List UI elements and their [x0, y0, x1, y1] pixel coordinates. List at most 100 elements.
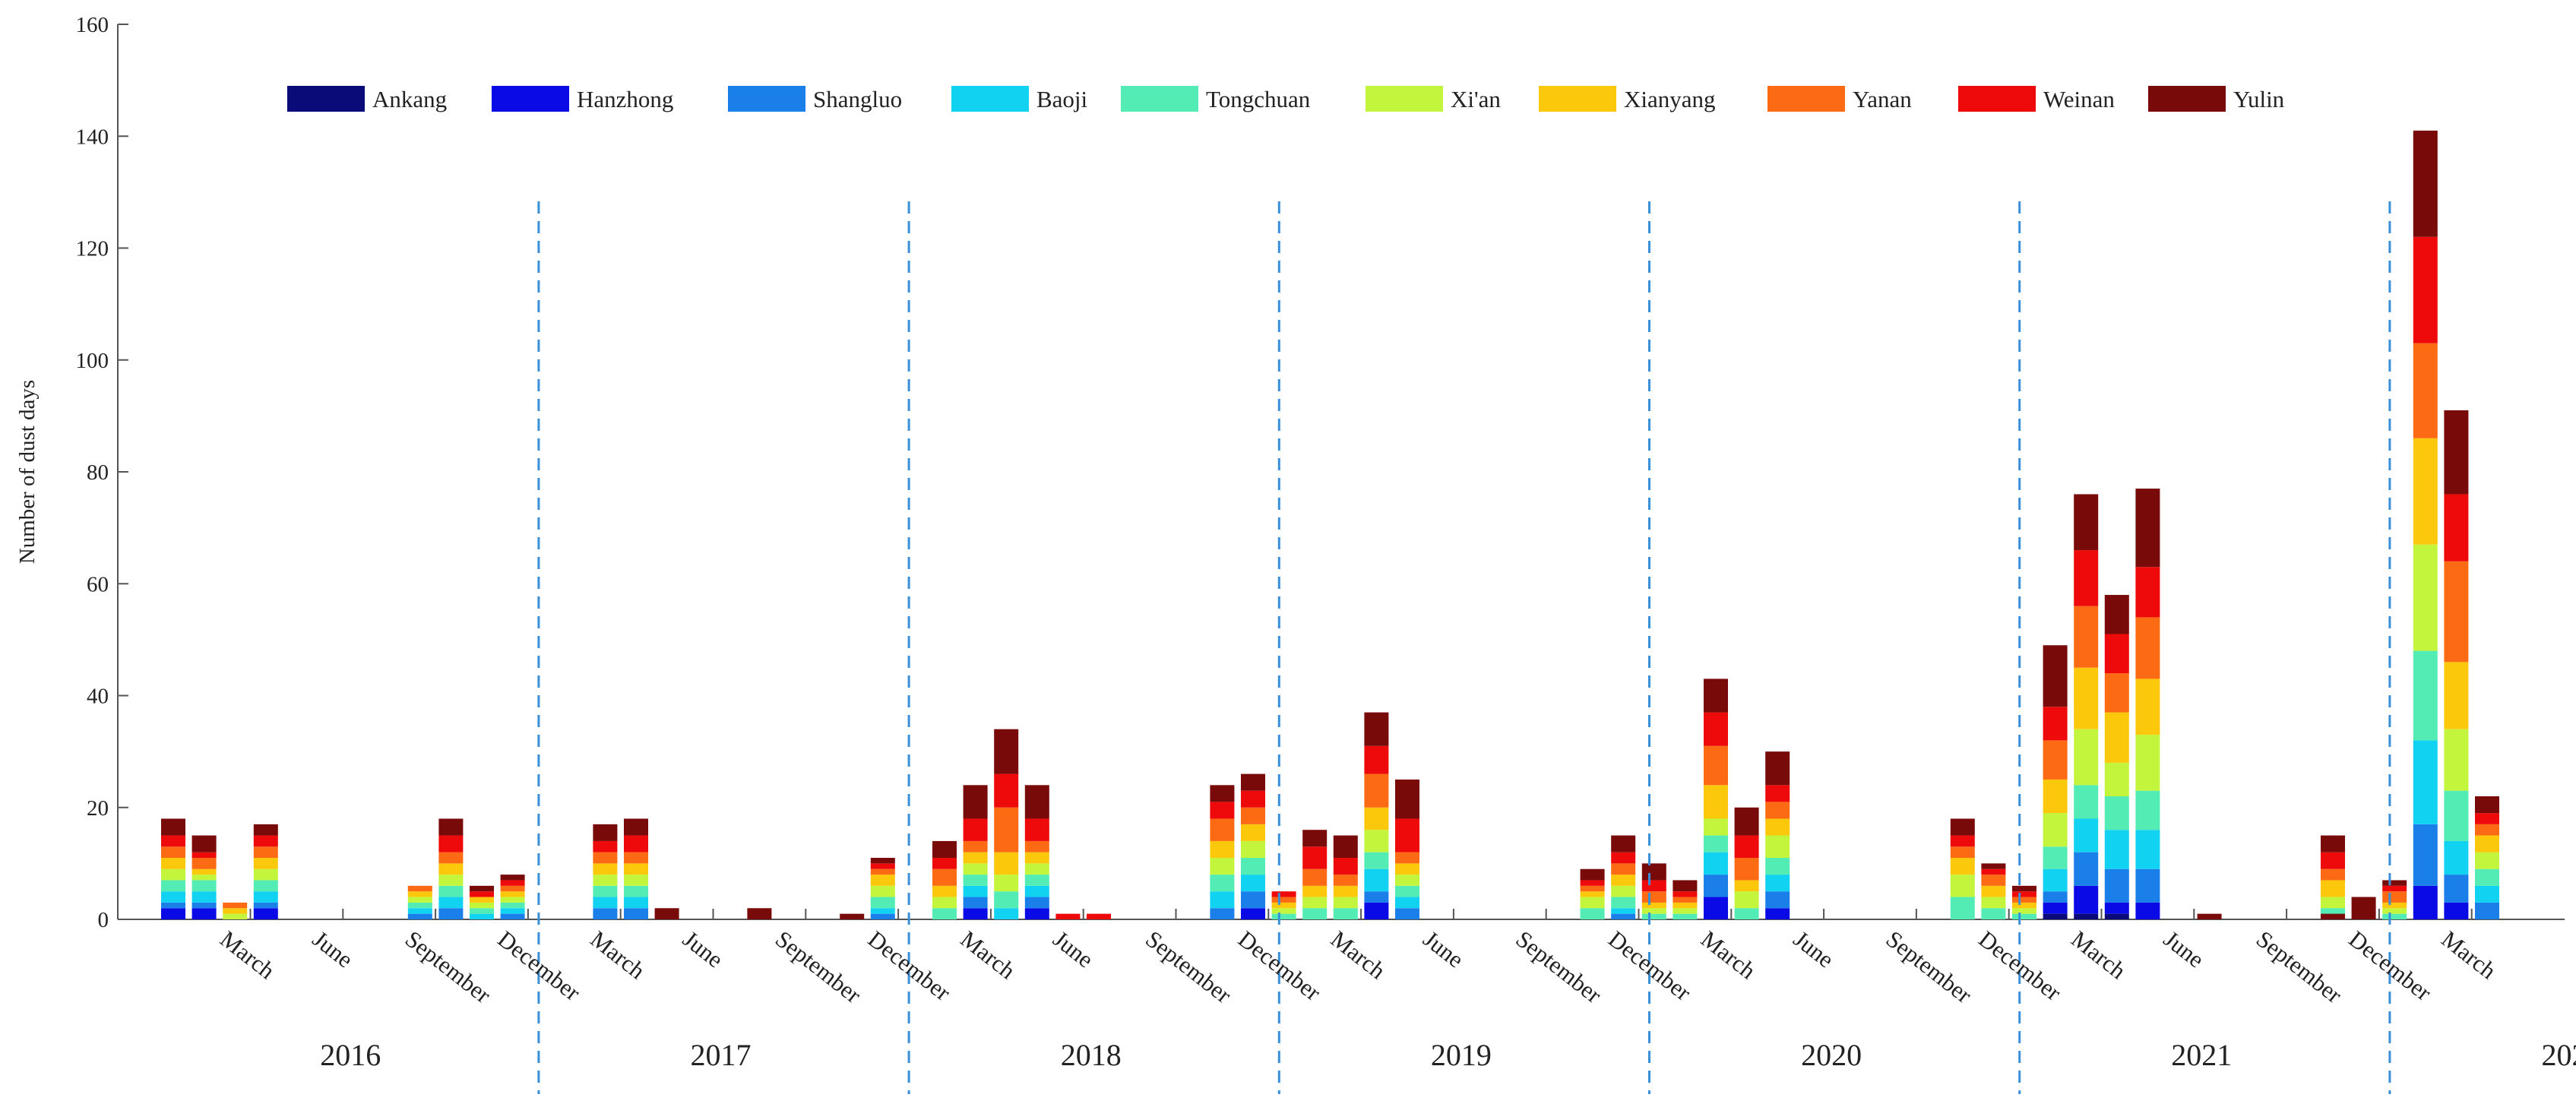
x-tick-label: September [2252, 925, 2348, 1009]
legend-item-ankang[interactable]: Ankang [287, 86, 447, 112]
legend-item-shangluo[interactable]: Shangluo [728, 86, 902, 112]
bar-segment-hanzhong [192, 908, 217, 919]
x-tick-label: June [2159, 925, 2209, 973]
bar-segment-xianyang [593, 863, 617, 875]
bar-segment-shangluo [1765, 891, 1790, 908]
legend-item-yanan[interactable]: Yanan [1767, 86, 1912, 112]
bar-segment-xian [1241, 841, 1265, 858]
bar-segment-yanan [2105, 673, 2129, 713]
bar-segment-tongchuan [1272, 914, 1296, 919]
bar-segment-hanzhong [964, 908, 988, 919]
bar-segment-ankang [2105, 914, 2129, 919]
bar-segment-baoji [408, 908, 432, 913]
bar-segment-yulin [2105, 595, 2129, 634]
bar-segment-weinan [1735, 836, 1759, 858]
y-tick-label: 20 [87, 796, 109, 821]
bar-segment-baoji [192, 891, 217, 903]
bar-segment-yanan [2475, 824, 2499, 836]
bar-segment-xianyang [1642, 903, 1666, 908]
bar-segment-xian [223, 914, 247, 919]
bar-segment-tongchuan [1395, 886, 1419, 897]
bar-segment-xianyang [1364, 808, 1388, 830]
bar-segment-shangluo [1704, 875, 1728, 897]
year-label: 2022 [2542, 1038, 2576, 1072]
bar-segment-weinan [2321, 853, 2345, 869]
x-tick-label: September [1141, 925, 1237, 1009]
bar-segment-weinan [1334, 858, 1358, 875]
bar-segment-hanzhong [2074, 886, 2098, 914]
bar-segment-hanzhong [1241, 908, 1265, 919]
y-tick-label: 80 [87, 460, 109, 485]
bar-segment-xianyang [994, 853, 1018, 875]
bar-segment-yulin [2012, 886, 2036, 891]
bar-segment-xian [1951, 875, 1975, 897]
bar-segment-xian [1302, 897, 1327, 909]
bar-segment-weinan [593, 841, 617, 853]
bar-segment-yulin [1025, 785, 1049, 818]
bar-segment-shangluo [964, 897, 988, 909]
bar-segment-xian [1581, 897, 1605, 909]
bar-segment-xianyang [1951, 858, 1975, 875]
bar-segment-xian [2444, 729, 2468, 791]
bar-segment-baoji [1611, 908, 1635, 913]
legend-item-hanzhong[interactable]: Hanzhong [492, 86, 673, 112]
bar-segment-xian [1765, 836, 1790, 858]
legend-item-weinan[interactable]: Weinan [1958, 86, 2115, 112]
bar-segment-yulin [2413, 131, 2438, 237]
y-tick-label: 120 [76, 237, 109, 261]
legend-item-tongchuan[interactable]: Tongchuan [1121, 86, 1311, 112]
bar-segment-yulin [470, 886, 494, 891]
bar-segment-yanan [2413, 343, 2438, 438]
bar-segment-xian [2012, 908, 2036, 913]
bar-segment-yanan [994, 808, 1018, 853]
bar-small [2352, 897, 2376, 919]
bar-segment-weinan [1241, 791, 1265, 808]
bar-segment-tongchuan [408, 903, 432, 908]
bar-segment-weinan [1581, 880, 1605, 885]
bar-segment-yanan [2444, 561, 2468, 663]
legend-label: Xianyang [1624, 86, 1716, 112]
bar-segment-xianyang [1334, 886, 1358, 897]
legend-swatch [287, 86, 365, 112]
x-tick-label: March [2436, 925, 2502, 985]
legend-item-yulin[interactable]: Yulin [2148, 86, 2285, 112]
bar-segment-yanan [1334, 875, 1358, 886]
bar-segment-yanan [1673, 897, 1697, 903]
bar-segment-xian [2413, 545, 2438, 651]
bar-segment-weinan [470, 891, 494, 897]
bar-segment-tongchuan [624, 886, 648, 897]
bar-segment-shangluo [624, 908, 648, 919]
bar-segment-xian [1642, 908, 1666, 913]
bar-segment-tongchuan [1981, 908, 2005, 919]
legend-item-xian[interactable]: Xi'an [1366, 86, 1501, 112]
bar-segment-yulin [593, 824, 617, 841]
legend-swatch [1958, 86, 2036, 112]
bar-segment-weinan [1302, 846, 1327, 868]
bar-segment-tongchuan [2475, 869, 2499, 886]
year-label: 2017 [691, 1038, 752, 1072]
bar-segment-shangluo [408, 914, 432, 919]
bar-segment-hanzhong [2444, 903, 2468, 919]
bar-segment-yanan [1364, 774, 1388, 808]
bar-segment-yulin [1611, 836, 1635, 853]
bar-segment-hanzhong [1765, 908, 1790, 919]
bar-segment-hanzhong [161, 908, 185, 919]
x-tick-label: June [308, 925, 358, 973]
legend-swatch [1366, 86, 1443, 112]
bar-segment-weinan [994, 774, 1018, 808]
bar-segment-yulin [1981, 863, 2005, 868]
bar-segment-yulin [1642, 863, 1666, 880]
legend-swatch [492, 86, 569, 112]
bar-segment-xian [192, 875, 217, 880]
legend-item-xianyang[interactable]: Xianyang [1539, 86, 1716, 112]
bar-segment-xianyang [2074, 668, 2098, 729]
bar-segment-xian [2382, 908, 2407, 913]
bar-segment-xian [161, 869, 185, 881]
bar-segment-tongchuan [593, 886, 617, 897]
legend-item-baoji[interactable]: Baoji [951, 86, 1088, 112]
bar-segment-shangluo [871, 914, 895, 919]
bar-segment-xian [2074, 729, 2098, 786]
bar-segment-baoji [2444, 841, 2468, 875]
bar-segment-baoji [994, 908, 1018, 919]
